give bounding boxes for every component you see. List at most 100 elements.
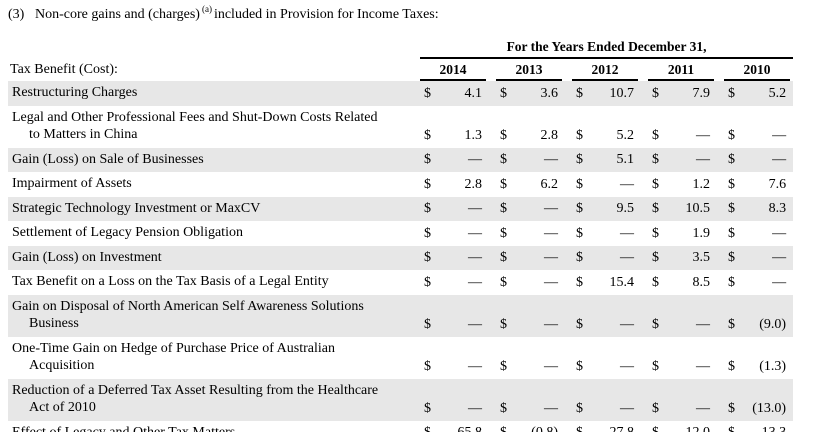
currency-symbol: $ bbox=[576, 316, 583, 332]
cell-value: — bbox=[544, 225, 558, 241]
currency-symbol: $ bbox=[652, 358, 659, 374]
cell-value: 65.8 bbox=[433, 421, 489, 432]
document-page: (3) Non-core gains and (charges) (a) includ… bbox=[8, 4, 794, 432]
year-column-header: 2013 bbox=[496, 59, 562, 82]
currency-symbol: $ bbox=[728, 201, 735, 217]
currency-symbol: $ bbox=[424, 274, 431, 290]
currency-symbol: $ bbox=[652, 316, 659, 332]
cell-value: 10.5 bbox=[685, 201, 711, 217]
table-row: Strategic Technology Investment or MaxCV… bbox=[8, 196, 794, 222]
cell-value: — bbox=[468, 358, 482, 374]
currency-symbol: $ bbox=[728, 250, 735, 266]
cell-value: — bbox=[544, 152, 558, 168]
currency-symbol: $ bbox=[652, 176, 659, 192]
currency-symbol: $ bbox=[728, 358, 735, 374]
row-label: Effect of Legacy and Other Tax Matters bbox=[8, 421, 413, 432]
cell-value: — bbox=[696, 316, 710, 332]
cell-value: (9.0) bbox=[759, 316, 787, 332]
cell-value: — bbox=[468, 225, 482, 241]
cell-value: 10.7 bbox=[609, 85, 635, 101]
cell-value: — bbox=[696, 127, 710, 143]
currency-symbol: $ bbox=[652, 201, 659, 217]
currency-symbol: $ bbox=[500, 152, 507, 168]
currency-symbol: $ bbox=[500, 316, 507, 332]
years-group-header: For the Years Ended December 31, bbox=[420, 39, 794, 60]
footnote-ref-superscript: (a) bbox=[201, 4, 212, 15]
section-number: (3) bbox=[8, 7, 25, 22]
cell-value: — bbox=[620, 316, 634, 332]
currency-symbol: $ bbox=[500, 225, 507, 241]
currency-symbol: $ bbox=[424, 316, 431, 332]
cell-value: 8.5 bbox=[692, 274, 711, 290]
row-label: Gain (Loss) on Sale of Businesses bbox=[12, 151, 204, 167]
table-body: Restructuring Charges $4.1 $3.6 $10.7 $7… bbox=[8, 81, 794, 432]
cell-value: — bbox=[544, 400, 558, 416]
cell-value: (13.0) bbox=[752, 400, 787, 416]
table-row: Reduction of a Deferred Tax Asset Result… bbox=[8, 378, 794, 421]
cell-value: — bbox=[544, 316, 558, 332]
table-row: Legal and Other Professional Fees and Sh… bbox=[8, 106, 793, 148]
years-group-header-row: For the Years Ended December 31, bbox=[8, 39, 794, 60]
currency-symbol: $ bbox=[728, 400, 735, 416]
tax-benefit-cost-label: Tax Benefit (Cost): bbox=[10, 62, 118, 78]
row-label: Legal and Other Professional Fees and Sh… bbox=[12, 109, 378, 143]
cell-value: 15.4 bbox=[609, 274, 635, 290]
currency-symbol: $ bbox=[652, 274, 659, 290]
cell-value: 5.2 bbox=[768, 85, 787, 101]
currency-symbol: $ bbox=[576, 152, 583, 168]
cell-value: (0.8) bbox=[509, 421, 565, 432]
currency-symbol: $ bbox=[424, 127, 431, 143]
table-row: Settlement of Legacy Pension Obligation … bbox=[8, 221, 793, 246]
header-spacer bbox=[8, 39, 413, 59]
cell-value: — bbox=[696, 152, 710, 168]
cell-value: — bbox=[620, 225, 634, 241]
year-column-header: 2011 bbox=[648, 59, 714, 82]
cell-value: — bbox=[620, 358, 634, 374]
cell-value: — bbox=[468, 316, 482, 332]
currency-symbol: $ bbox=[652, 225, 659, 241]
currency-symbol: $ bbox=[641, 421, 661, 432]
currency-symbol: $ bbox=[728, 316, 735, 332]
cell-value: — bbox=[620, 176, 634, 192]
cell-value: — bbox=[544, 250, 558, 266]
currency-symbol: $ bbox=[576, 274, 583, 290]
currency-symbol: $ bbox=[413, 421, 433, 432]
currency-symbol: $ bbox=[500, 400, 507, 416]
row-label: Gain (Loss) on Investment bbox=[12, 249, 162, 265]
cell-value: 27.8 bbox=[585, 421, 641, 432]
cell-value: — bbox=[544, 358, 558, 374]
cell-value: 13.3 bbox=[737, 421, 793, 432]
cell-value: 1.3 bbox=[464, 127, 483, 143]
year-labels-row: Tax Benefit (Cost): 2014 2013 2012 2011 … bbox=[8, 59, 793, 82]
table-row: Tax Benefit on a Loss on the Tax Basis o… bbox=[8, 270, 793, 295]
section-title-text: Non-core gains and (charges) bbox=[35, 7, 200, 22]
row-label: Reduction of a Deferred Tax Asset Result… bbox=[12, 382, 379, 416]
currency-symbol: $ bbox=[424, 176, 431, 192]
table-row: Restructuring Charges $4.1 $3.6 $10.7 $7… bbox=[8, 81, 794, 106]
cell-value: — bbox=[696, 400, 710, 416]
cell-value: — bbox=[696, 358, 710, 374]
currency-symbol: $ bbox=[500, 250, 507, 266]
cell-value: — bbox=[544, 274, 558, 290]
cell-value: 5.1 bbox=[616, 152, 635, 168]
currency-symbol: $ bbox=[717, 421, 737, 432]
currency-symbol: $ bbox=[576, 201, 583, 217]
cell-value: 4.1 bbox=[464, 85, 483, 101]
cell-value: — bbox=[468, 201, 482, 217]
cell-value: 6.2 bbox=[540, 176, 559, 192]
table-row: Impairment of Assets $2.8 $6.2 $ — $1.2 $… bbox=[8, 172, 793, 197]
year-column-header: 2012 bbox=[572, 59, 638, 82]
currency-symbol: $ bbox=[424, 400, 431, 416]
currency-symbol: $ bbox=[576, 358, 583, 374]
table-row: Gain on Disposal of North American Self … bbox=[8, 294, 794, 337]
years-group-header-cell: For the Years Ended December 31, bbox=[413, 39, 794, 60]
year-column-header: 2014 bbox=[420, 59, 486, 82]
currency-symbol: $ bbox=[652, 152, 659, 168]
currency-symbol: $ bbox=[500, 201, 507, 217]
cell-value: — bbox=[772, 225, 787, 241]
currency-symbol: $ bbox=[728, 152, 735, 168]
cell-value: — bbox=[772, 127, 787, 143]
cell-value: — bbox=[620, 250, 634, 266]
row-label: One-Time Gain on Hedge of Purchase Price… bbox=[12, 340, 335, 374]
row-label: Strategic Technology Investment or MaxCV bbox=[12, 200, 261, 216]
